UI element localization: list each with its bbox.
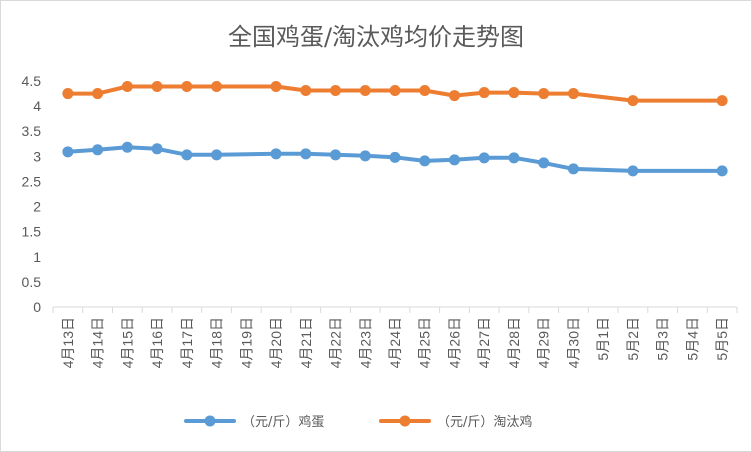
x-tick-label: 4月18日 (209, 317, 225, 368)
x-tick-label: 4月13日 (60, 317, 76, 368)
data-point (538, 88, 550, 100)
data-point (151, 81, 163, 93)
data-point (716, 95, 728, 107)
data-point (62, 146, 74, 158)
y-tick-label: 1 (33, 249, 41, 265)
data-point (567, 163, 579, 175)
data-point (359, 85, 371, 97)
legend-marker (399, 415, 411, 427)
legend-item-2: （元/斤）淘汰鸡 (379, 414, 532, 430)
data-point (627, 95, 639, 107)
legend-item-1: （元/斤）鸡蛋 (184, 414, 324, 430)
data-point (359, 150, 371, 162)
x-tick-label: 4月20日 (268, 317, 284, 368)
x-tick-label: 5月5日 (714, 317, 730, 361)
data-point (419, 85, 431, 97)
data-point (211, 149, 223, 161)
data-point (508, 152, 520, 164)
data-point (300, 148, 312, 160)
x-tick-label: 4月28日 (506, 317, 522, 368)
x-tick-label: 5月2日 (625, 317, 641, 361)
data-point (389, 151, 401, 163)
x-tick-label: 4月22日 (328, 317, 344, 368)
chart-title: 全国鸡蛋/淘汰鸡均价走势图 (228, 23, 524, 51)
data-point (270, 148, 282, 160)
series-2 (62, 81, 728, 107)
data-point (151, 143, 163, 155)
y-tick-label: 0 (33, 299, 41, 315)
data-point (121, 141, 133, 153)
data-point (567, 88, 579, 100)
legend-label: （元/斤）鸡蛋 (242, 414, 324, 430)
legend-label: （元/斤）淘汰鸡 (437, 414, 532, 430)
data-point (508, 87, 520, 99)
x-tick-label: 4月15日 (119, 317, 135, 368)
data-point (211, 81, 223, 93)
data-point (181, 149, 193, 161)
y-tick-label: 2.5 (22, 173, 42, 189)
data-point (627, 165, 639, 177)
x-tick-label: 4月26日 (446, 317, 462, 368)
data-point (330, 149, 342, 161)
data-point (92, 88, 104, 100)
series-layer (62, 81, 728, 177)
data-point (300, 85, 312, 97)
y-tick-label: 4.5 (22, 73, 42, 89)
x-tick-label: 4月16日 (149, 317, 165, 368)
legend: （元/斤）鸡蛋 （元/斤）淘汰鸡 (184, 414, 532, 430)
legend-marker (204, 415, 216, 427)
data-point (181, 81, 193, 93)
data-point (478, 152, 490, 164)
x-tick-label: 4月17日 (179, 317, 195, 368)
y-tick-label: 2 (33, 199, 41, 215)
x-tick-label: 4月23日 (357, 317, 373, 368)
data-point (389, 85, 401, 97)
series-1 (62, 141, 728, 177)
data-point (92, 144, 104, 156)
y-tick-label: 3 (33, 148, 41, 164)
x-tick-label: 5月3日 (655, 317, 671, 361)
y-tick-label: 1.5 (22, 224, 42, 240)
data-point (448, 90, 460, 102)
x-tick-label: 5月1日 (595, 317, 611, 361)
x-tick-label: 4月24日 (387, 317, 403, 368)
x-tick-label: 4月21日 (298, 317, 314, 368)
y-tick-label: 4 (33, 98, 41, 114)
data-point (448, 154, 460, 166)
data-point (270, 81, 282, 93)
x-tick-label: 4月27日 (476, 317, 492, 368)
x-tick-label: 4月14日 (90, 317, 106, 368)
x-tick-label: 4月19日 (238, 317, 254, 368)
data-point (478, 87, 490, 99)
data-point (716, 165, 728, 177)
x-tick-label: 4月30日 (565, 317, 581, 368)
data-point (330, 85, 342, 97)
y-tick-label: 0.5 (22, 274, 42, 290)
axes-group: 0 0.5 1 1.5 2 2.5 3 3.5 4 4.5 4月13日 4月14日 4月15日 4月16日… (22, 73, 738, 368)
data-point (62, 88, 74, 100)
x-tick-label: 4月25日 (417, 317, 433, 368)
data-point (121, 81, 133, 93)
x-tick-label: 5月4日 (684, 317, 700, 361)
data-point (419, 155, 431, 167)
x-tick-label: 4月29日 (536, 317, 552, 368)
y-tick-label: 3.5 (22, 123, 42, 139)
data-point (538, 157, 550, 169)
